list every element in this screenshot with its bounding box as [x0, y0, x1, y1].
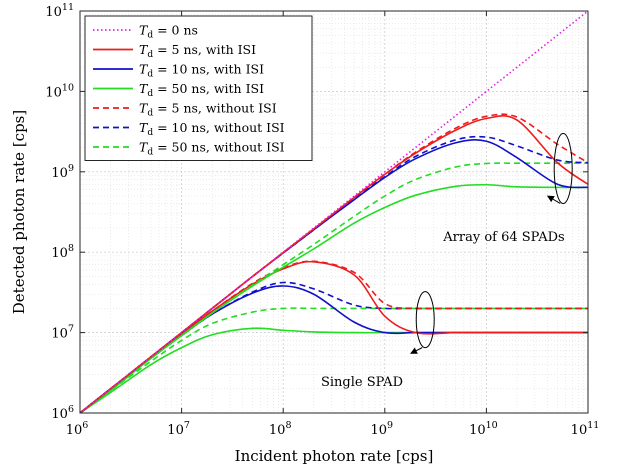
legend-label: Td = 10 ns, without ISI: [139, 120, 285, 138]
x-tick-label: 109: [371, 420, 394, 438]
x-axis-label: Incident photon rate [cps]: [235, 447, 434, 465]
annotations: Array of 64 SPADs Single SPAD: [321, 132, 573, 390]
x-tick-label: 106: [66, 420, 89, 438]
y-tick-label: 1011: [45, 2, 74, 20]
series-line-t-d-5-ns-with-isi-array: [80, 115, 588, 413]
series-line-t-d-50-ns-without-isi-array: [80, 162, 588, 413]
y-tick-label: 108: [51, 243, 74, 261]
legend-label: Td = 50 ns, without ISI: [139, 140, 285, 158]
array-ellipse: [553, 132, 573, 204]
legend-label: Td = 10 ns, with ISI: [139, 62, 264, 80]
legend-label: Td = 0 ns: [139, 23, 198, 41]
y-tick-label: 1010: [45, 82, 74, 100]
legend-label: Td = 50 ns, with ISI: [139, 81, 264, 99]
grid-lines: [79, 10, 589, 414]
series-lines: [80, 11, 588, 413]
series-line-t-d-0-ns: [80, 11, 588, 413]
x-tick-label: 1010: [469, 420, 498, 438]
array-arrow: [546, 195, 561, 204]
x-tick-label: 108: [269, 420, 292, 438]
single-arrow: [410, 347, 423, 354]
series-line-t-d-50-ns-with-isi-array: [80, 183, 588, 413]
axis-ticks: 106 107 108 109 1010 1011 106 107 108 109 1010 1011: [45, 2, 599, 438]
array-annotation-label: Array of 64 SPADs: [442, 230, 564, 245]
y-tick-label: 107: [51, 324, 74, 342]
y-tick-label: 109: [51, 163, 74, 181]
legend-label: Td = 5 ns, without ISI: [139, 101, 277, 119]
y-tick-label: 106: [51, 404, 74, 422]
plot-frame: [79, 10, 589, 414]
x-tick-label: 1011: [571, 420, 600, 438]
series-line-t-d-5-ns-with-isi: [80, 260, 588, 413]
single-ellipse: [415, 291, 435, 349]
single-annotation-label: Single SPAD: [321, 375, 403, 390]
legend-label: Td = 5 ns, with ISI: [139, 42, 256, 60]
y-axis-label: Detected photon rate [cps]: [10, 110, 28, 314]
x-tick-label: 107: [167, 420, 190, 438]
